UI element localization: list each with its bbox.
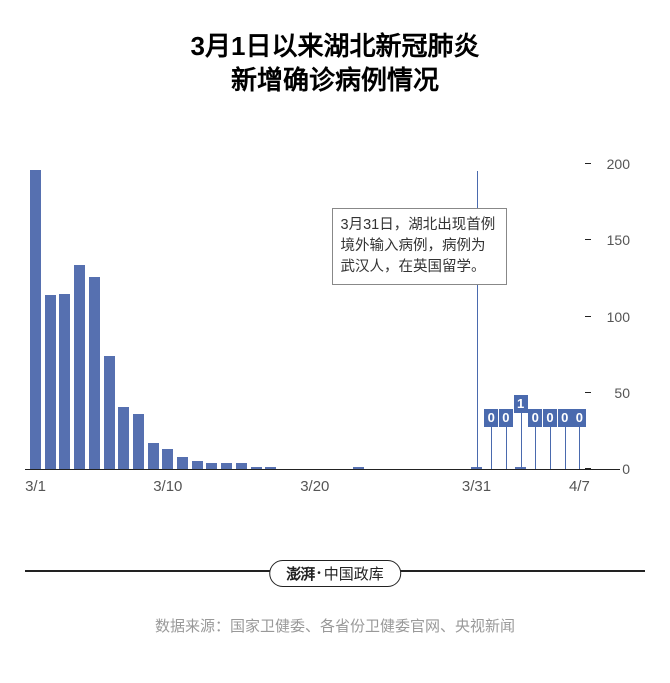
value-label-stem [565, 427, 566, 469]
bar [192, 461, 203, 469]
value-label-stem [535, 427, 536, 469]
x-tick-label: 3/31 [462, 478, 491, 495]
value-label: 0 [484, 409, 498, 427]
value-label: 1 [514, 395, 528, 413]
y-tick-mark [585, 239, 591, 240]
chart-plot: 0501001502003/13/103/203/314/73月31日，湖北出现… [25, 150, 585, 470]
annotation-box: 3月31日，湖北出现首例境外输入病例，病例为武汉人，在英国留学。 [332, 208, 507, 285]
value-label-stem [579, 427, 580, 469]
y-tick-label: 200 [607, 156, 630, 172]
bar [30, 170, 41, 469]
title-line-2: 新增确诊病例情况 [0, 64, 670, 98]
y-tick-mark [585, 392, 591, 393]
bar [74, 265, 85, 469]
y-tick-label: 0 [622, 461, 630, 477]
bar [353, 467, 364, 469]
y-tick-label: 150 [607, 232, 630, 248]
x-tick-label: 3/1 [25, 478, 46, 495]
y-tick-mark [585, 468, 591, 469]
bar [221, 463, 232, 469]
value-label-stem [521, 413, 522, 469]
footer-source: 数据来源：国家卫健委、各省份卫健委官网、央视新闻 [0, 615, 670, 636]
value-label-stem [491, 427, 492, 469]
bar [59, 294, 70, 469]
footer-brand-pill: 澎湃 • 中国政库 [269, 560, 401, 587]
bar [118, 407, 129, 469]
y-tick-label: 50 [614, 385, 630, 401]
bar [236, 463, 247, 469]
x-tick-label: 4/7 [569, 478, 590, 495]
x-tick-label: 3/10 [153, 478, 182, 495]
value-label-stem [506, 427, 507, 469]
x-tick-label: 3/20 [300, 478, 329, 495]
y-tick-label: 100 [607, 309, 630, 325]
chart-area: 0501001502003/13/103/203/314/73月31日，湖北出现… [25, 150, 645, 490]
value-label: 0 [543, 409, 557, 427]
brand-dot: • [317, 568, 321, 579]
bar [206, 463, 217, 469]
bar [45, 295, 56, 469]
value-label: 0 [528, 409, 542, 427]
brand-right: 中国政库 [324, 563, 384, 584]
value-label-stem [550, 427, 551, 469]
brand-left: 澎湃 [286, 563, 314, 584]
value-label: 0 [558, 409, 572, 427]
bar [265, 467, 276, 469]
value-label: 0 [499, 409, 513, 427]
title-line-1: 3月1日以来湖北新冠肺炎 [0, 30, 670, 64]
bar [148, 443, 159, 469]
y-tick-mark [585, 316, 591, 317]
bar [89, 277, 100, 469]
bar [133, 414, 144, 469]
y-tick-mark [585, 163, 591, 164]
bar [251, 467, 262, 469]
chart-title: 3月1日以来湖北新冠肺炎 新增确诊病例情况 [0, 0, 670, 98]
value-label: 0 [572, 409, 586, 427]
bar [162, 449, 173, 469]
bar [177, 457, 188, 469]
bar [104, 356, 115, 469]
